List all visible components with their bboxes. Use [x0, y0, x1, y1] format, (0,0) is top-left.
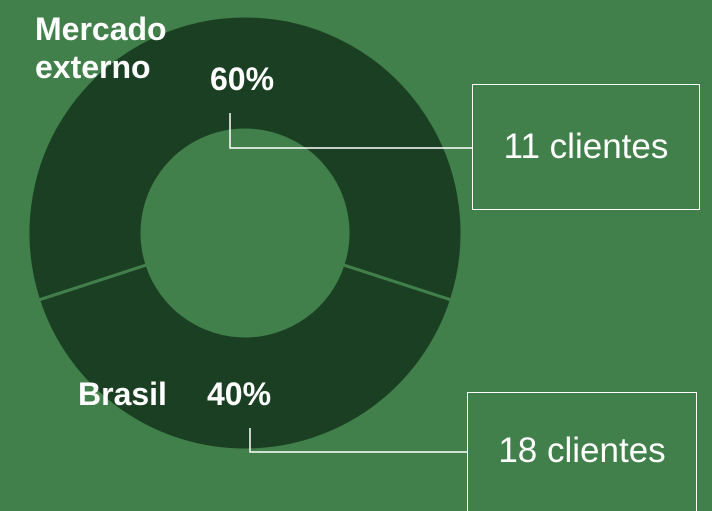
- leader-line: [229, 113, 472, 149]
- value-label: 60%: [210, 61, 275, 97]
- leader-line: [249, 428, 467, 453]
- donut-slice: [36, 262, 454, 452]
- annotation: 11 clientes: [472, 84, 700, 210]
- category-label: Mercado externo: [35, 11, 167, 85]
- annotation: 18 clientes: [467, 392, 697, 511]
- category-label: Brasil: [78, 376, 167, 412]
- donut-slice: [26, 14, 464, 302]
- value-label: 40%: [207, 376, 272, 412]
